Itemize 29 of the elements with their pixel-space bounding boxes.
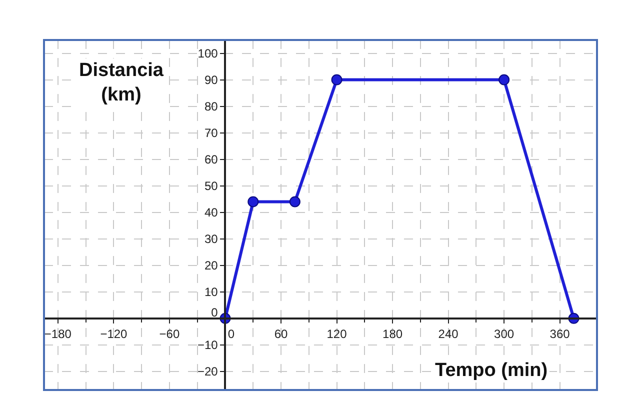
- y-tick-label: 70: [204, 126, 218, 140]
- y-tick-label: 0: [211, 306, 218, 320]
- x-tick-label: 120: [326, 326, 348, 341]
- y-tick-label: 90: [204, 72, 218, 87]
- point: [248, 196, 259, 208]
- x-tick-label: 180: [382, 326, 403, 341]
- y-tick-label: 60: [204, 152, 218, 167]
- point: [289, 196, 300, 208]
- x-tick-label: −60: [159, 326, 180, 341]
- point: [331, 74, 342, 86]
- point: [498, 74, 510, 86]
- x-tick-label: 360: [550, 326, 570, 341]
- x-tick-label: −120: [100, 326, 128, 341]
- y-axis-title: Distancia (km): [79, 60, 164, 106]
- y-tick-label: −20: [197, 364, 218, 379]
- y-tick-label: 80: [204, 99, 218, 114]
- x-tick-label: 300: [494, 326, 514, 341]
- y-tick-label: 50: [204, 179, 218, 194]
- y-tick-label: 30: [204, 232, 218, 246]
- x-tick-label: 60: [274, 326, 288, 341]
- x-tick-label: −180: [44, 326, 72, 341]
- y-tick-label: 100: [198, 46, 218, 60]
- x-axis-title: Tempo (min): [435, 360, 548, 381]
- y-tick-label: −10: [197, 338, 218, 352]
- y-tick-label: 20: [204, 258, 218, 273]
- y-tick-label: 40: [204, 206, 218, 220]
- x-tick-label: 0: [228, 326, 235, 341]
- y-tick-label: 10: [204, 285, 218, 300]
- x-tick-label: 240: [438, 326, 459, 341]
